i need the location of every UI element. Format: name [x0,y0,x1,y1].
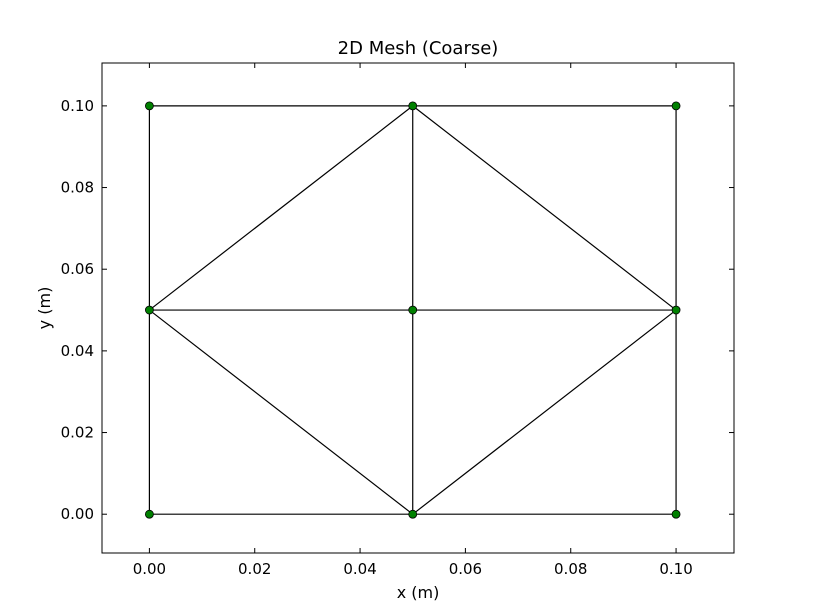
mesh-edge-15 [412,309,677,515]
y-tick-label-4: 0.08 [61,179,94,197]
mesh-node-2 [671,509,681,519]
mesh-node-0 [144,509,154,519]
mesh-node-1 [408,509,418,519]
mesh-node-5 [671,305,681,315]
x-tick-label-0: 0.00 [133,560,166,578]
mesh-node-7 [408,101,418,111]
mesh-edge-13 [412,105,677,311]
mesh-node-4 [408,305,418,315]
mesh-node-3 [144,305,154,315]
y-tick-label-0: 0.00 [61,505,94,523]
x-tick-label-5: 0.10 [659,560,692,578]
y-axis-label: y (m) [35,287,54,330]
mesh-edges [148,105,677,515]
y-axis-ticks: 0.00 0.02 0.04 0.06 0.08 0.10 [61,97,734,523]
mesh-node-8 [671,101,681,111]
x-axis-ticks: 0.00 0.02 0.04 0.06 0.08 0.10 [133,63,693,578]
x-tick-label-4: 0.08 [554,560,587,578]
x-tick-label-1: 0.02 [238,560,271,578]
mesh-node-6 [144,101,154,111]
y-tick-label-3: 0.06 [61,260,94,278]
x-tick-label-2: 0.04 [343,560,376,578]
mesh-edge-14 [149,309,414,515]
mesh-nodes [144,101,681,519]
y-tick-label-5: 0.10 [61,97,94,115]
x-tick-label-3: 0.06 [449,560,482,578]
x-axis-label: x (m) [397,583,440,602]
mesh-edge-12 [149,105,414,311]
y-tick-label-1: 0.02 [61,424,94,442]
plot-frame [101,62,735,554]
chart-title: 2D Mesh (Coarse) [338,38,499,59]
y-tick-label-2: 0.04 [61,342,94,360]
